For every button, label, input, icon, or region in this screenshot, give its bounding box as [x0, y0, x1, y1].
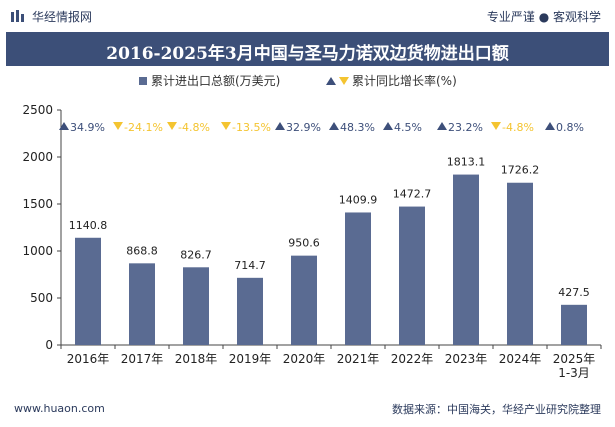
growth-up-icon [329, 122, 339, 130]
growth-rate-label: -24.1% [124, 121, 163, 134]
bar-value-label: 1472.7 [393, 188, 432, 201]
footer-source: 数据来源：中国海关，华经产业研究院整理 [392, 403, 601, 416]
y-tick-label: 2500 [22, 103, 53, 117]
x-tick-label: 2022年 [391, 352, 434, 366]
bar-value-label: 950.6 [288, 237, 320, 250]
bar-value-label: 1726.2 [501, 164, 540, 177]
growth-up-icon [545, 122, 555, 130]
x-tick-label: 2019年 [229, 352, 272, 366]
bar [507, 182, 533, 345]
growth-rate-label: 32.9% [286, 121, 321, 134]
growth-down-icon [491, 122, 501, 130]
growth-rate-label: -4.8% [178, 121, 210, 134]
legend-up-triangle-icon [326, 77, 336, 85]
x-tick-label: 2024年 [499, 352, 542, 366]
growth-rate-label: -4.8% [502, 121, 534, 134]
footer-website[interactable]: www.huaon.com [14, 402, 105, 415]
growth-down-icon [167, 122, 177, 130]
bars: 1140.8 868.8 826.7 714.7 950.6 1409.9 1472.7 18… [69, 156, 590, 345]
bar [129, 263, 155, 345]
title-bar: 2016-2025年3月中国与圣马力诺双边货物进出口额 [6, 32, 609, 66]
y-tick-label: 1500 [22, 197, 53, 211]
bar [345, 212, 371, 345]
bar [453, 174, 479, 345]
legend-bar-label: 累计进出口总额(万美元) [151, 74, 280, 88]
y-tick-label: 2000 [22, 150, 53, 164]
bar [183, 267, 209, 345]
bar-value-label: 1813.1 [447, 156, 486, 169]
chart-title: 2016-2025年3月中国与圣马力诺双边货物进出口额 [106, 44, 509, 64]
bar-value-label: 826.7 [180, 248, 212, 261]
x-tick-label: 2017年 [121, 352, 164, 366]
x-tick-label: 2023年 [445, 352, 488, 366]
bar-value-label: 1140.8 [69, 219, 108, 232]
brand-name: 华经情报网 [32, 10, 93, 24]
bar [399, 206, 425, 345]
x-tick-label: 2020年 [283, 352, 326, 366]
growth-rate-label: 23.2% [448, 121, 483, 134]
y-tick-label: 0 [45, 338, 53, 352]
y-tick-label: 1000 [22, 244, 53, 258]
growth-up-icon [275, 122, 285, 130]
x-tick-label: 2025年 [553, 352, 596, 366]
legend-bar-swatch [139, 77, 147, 85]
growth-rate-label: -13.5% [232, 121, 271, 134]
legend-down-triangle-icon [339, 77, 349, 85]
growth-up-icon [383, 122, 393, 130]
bar [561, 304, 587, 345]
slogan: 专业严谨 ● 客观科学 [486, 10, 601, 24]
x-tick-label: 2016年 [67, 352, 110, 366]
bar [237, 277, 263, 345]
growth-up-icon [437, 122, 447, 130]
brand-logo[interactable]: 华经情报网 [10, 8, 92, 25]
growth-rate-label: 0.8% [556, 121, 584, 134]
growth-rate-label: 4.5% [394, 121, 422, 134]
growth-up-icon [59, 122, 69, 130]
legend-line-label: 累计同比增长率(%) [352, 73, 457, 88]
growth-down-icon [221, 122, 231, 130]
growth-rate-markers: 34.9% -24.1% -4.8% -13.5% 32.9% 48.3% 4.5% 23.2… [59, 121, 584, 134]
growth-rate-label: 34.9% [70, 121, 105, 134]
y-tick-label: 500 [30, 291, 53, 305]
growth-down-icon [113, 122, 123, 130]
bar-value-label: 1409.9 [339, 193, 378, 206]
legend: 累计进出口总额(万美元) 累计同比增长率(%) [139, 73, 457, 88]
x-tick-label: 2021年 [337, 352, 380, 366]
logo-icon [11, 9, 24, 22]
bar-value-label: 868.8 [126, 244, 158, 257]
bar-value-label: 714.7 [234, 259, 266, 272]
bar [291, 255, 317, 345]
x-tick-label: 2018年 [175, 352, 218, 366]
growth-rate-label: 48.3% [340, 121, 375, 134]
x-tick-label: 1-3月 [558, 366, 590, 380]
bar [75, 237, 101, 345]
top-bar: 华经情报网 专业严谨 ● 客观科学 [0, 0, 615, 32]
bar-value-label: 427.5 [558, 286, 590, 299]
